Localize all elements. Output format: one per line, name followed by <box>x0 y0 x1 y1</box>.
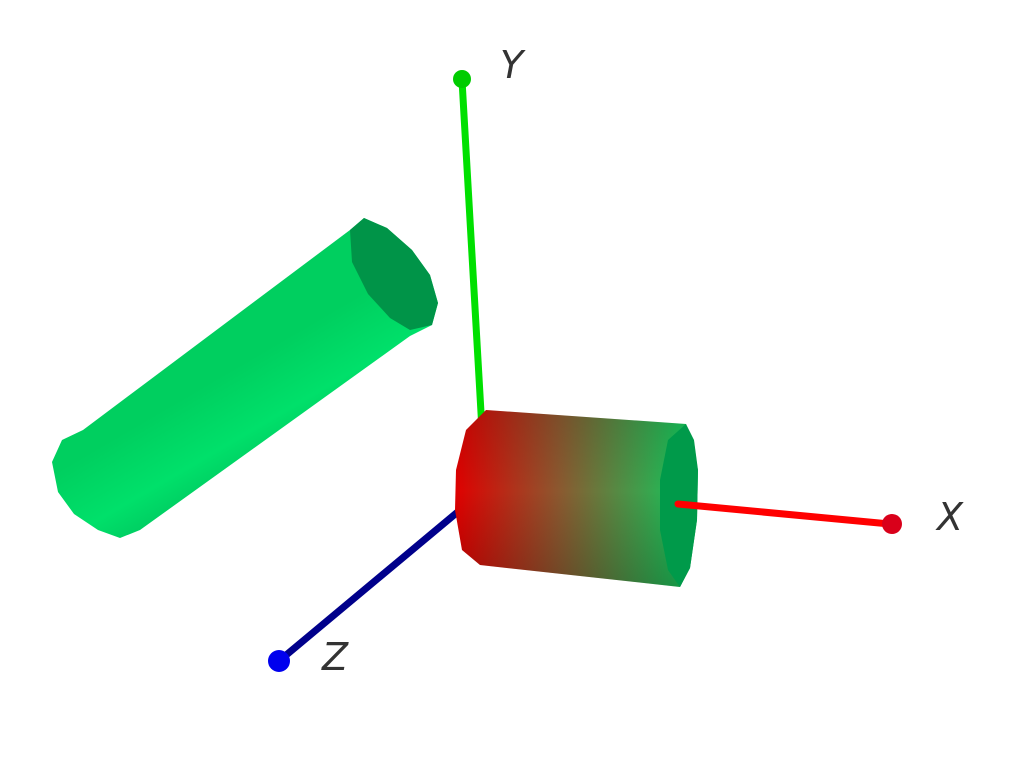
x-axis: X <box>674 495 964 539</box>
y-axis-line <box>458 76 486 434</box>
y-axis-tip <box>453 70 471 88</box>
x-axis-tip <box>882 514 902 534</box>
gradient-cylinder-shading <box>455 410 698 587</box>
z-axis-line <box>275 506 464 665</box>
tilted-cylinder[interactable] <box>52 218 438 538</box>
y-axis: Y <box>453 43 526 434</box>
z-axis-tip <box>268 650 290 672</box>
z-axis-label: Z <box>321 635 349 679</box>
tilted-cylinder-cap <box>350 218 438 330</box>
x-axis-line <box>674 500 894 528</box>
z-axis: Z <box>268 506 464 679</box>
gradient-cylinder[interactable] <box>455 410 698 587</box>
tilted-cylinder-body <box>52 218 438 538</box>
y-axis-label: Y <box>500 43 526 87</box>
x-axis-label: X <box>935 495 964 539</box>
